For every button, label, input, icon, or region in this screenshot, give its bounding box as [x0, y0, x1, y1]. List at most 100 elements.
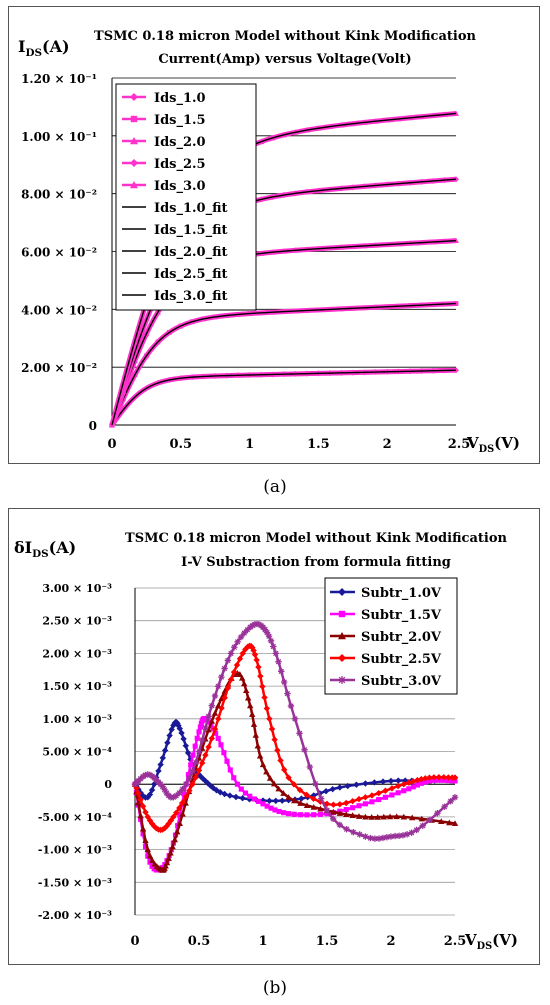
data-point: [350, 805, 356, 811]
data-point: [449, 778, 455, 784]
data-point: [194, 735, 200, 741]
data-point: [438, 818, 445, 825]
data-point: [388, 785, 396, 792]
data-point: [268, 805, 274, 811]
legend-label-Ids_2.5: Ids_2.5: [154, 157, 206, 172]
legend-label-Subtr_1.5V: Subtr_1.5V: [361, 608, 442, 623]
data-point: [446, 819, 453, 826]
data-point: [171, 836, 179, 843]
data-point: [379, 834, 387, 842]
data-point: [251, 796, 257, 802]
data-point: [227, 676, 235, 683]
legend-marker: [130, 93, 138, 101]
data-point: [166, 732, 173, 739]
data-point: [205, 726, 212, 733]
data-point: [349, 812, 356, 819]
data-point: [375, 835, 383, 842]
data-point: [264, 803, 270, 809]
data-point: [142, 837, 149, 844]
data-point: [234, 781, 240, 787]
data-point: [263, 629, 271, 636]
data-point: [369, 799, 375, 805]
data-point: [414, 782, 420, 788]
data-point: [426, 778, 432, 784]
data-point: [272, 650, 279, 657]
y-tick-label: 5.00 × 10⁻⁴: [42, 746, 112, 759]
data-point: [356, 803, 362, 809]
data-point: [310, 804, 317, 810]
legend-label-Ids_1.5: Ids_1.5: [154, 113, 206, 128]
data-point: [281, 810, 287, 816]
data-point: [317, 795, 325, 802]
measured-line-Ids_1.0: [109, 367, 457, 427]
data-point: [227, 767, 233, 773]
data-point: [317, 805, 324, 812]
y-tick-label: 6.00 × 10⁻²: [21, 246, 97, 260]
data-point: [135, 777, 142, 785]
legend-label-Ids_2.0: Ids_2.0: [154, 135, 206, 150]
data-point: [208, 702, 215, 709]
data-point: [146, 852, 154, 859]
data-point: [224, 657, 231, 664]
data-point: [265, 633, 273, 640]
data-point: [176, 789, 183, 797]
caption-b: (b): [262, 978, 288, 998]
data-point: [387, 777, 395, 785]
data-point: [271, 736, 278, 743]
data-point: [238, 786, 244, 792]
y-tick-label: 1.20 × 10⁻¹: [21, 72, 97, 86]
data-point: [159, 783, 166, 790]
data-point: [266, 797, 273, 805]
data-point: [322, 787, 330, 795]
chart-a-subtitle: Current(Amp) versus Voltage(Volt): [158, 52, 411, 67]
data-point: [336, 784, 343, 791]
data-point: [281, 678, 288, 686]
data-point: [256, 752, 264, 759]
data-point: [226, 792, 234, 799]
y-tick-label: 1.00 × 10⁻³: [42, 713, 112, 726]
data-point: [330, 801, 337, 808]
data-point: [375, 789, 382, 797]
data-point: [144, 794, 151, 801]
data-point: [271, 780, 278, 787]
legend-label-Ids_2.0_fit: Ids_2.0_fit: [154, 245, 228, 260]
data-point: [173, 792, 180, 799]
data-point: [211, 692, 219, 700]
data-point: [163, 823, 170, 830]
data-point: [224, 684, 232, 692]
data-point: [343, 799, 350, 807]
data-point: [185, 772, 191, 778]
data-point: [157, 761, 164, 768]
data-point: [304, 812, 310, 818]
data-point: [306, 763, 313, 771]
data-point: [260, 801, 266, 807]
y-tick-label: 1.50 × 10⁻³: [42, 680, 112, 693]
data-point: [451, 820, 459, 826]
data-point: [215, 683, 222, 690]
data-point: [312, 780, 319, 787]
fit-line-Ids_1.0: [111, 369, 457, 426]
data-point: [202, 724, 209, 732]
data-point: [192, 743, 198, 749]
y-tick-label: 8.00 × 10⁻²: [21, 188, 97, 202]
data-point: [163, 789, 170, 797]
measured-line-Ids_1.5: [109, 301, 457, 426]
data-point: [267, 637, 275, 645]
data-point: [303, 802, 311, 809]
data-point: [343, 806, 349, 813]
data-point: [419, 822, 426, 829]
data-point: [218, 673, 225, 681]
y-tick-label: 0: [104, 778, 112, 791]
data-point: [362, 794, 369, 801]
data-point: [368, 792, 376, 799]
x-tick-label: 0.5: [169, 437, 192, 452]
line-Subtr_2.0V: [133, 671, 456, 872]
legend-label-Ids_1.0: Ids_1.0: [154, 91, 206, 106]
data-point: [239, 650, 246, 657]
data-point: [241, 629, 248, 637]
data-point: [356, 831, 363, 838]
data-point: [406, 786, 412, 792]
data-point: [362, 813, 369, 820]
data-point: [311, 812, 317, 818]
data-point: [139, 825, 147, 832]
